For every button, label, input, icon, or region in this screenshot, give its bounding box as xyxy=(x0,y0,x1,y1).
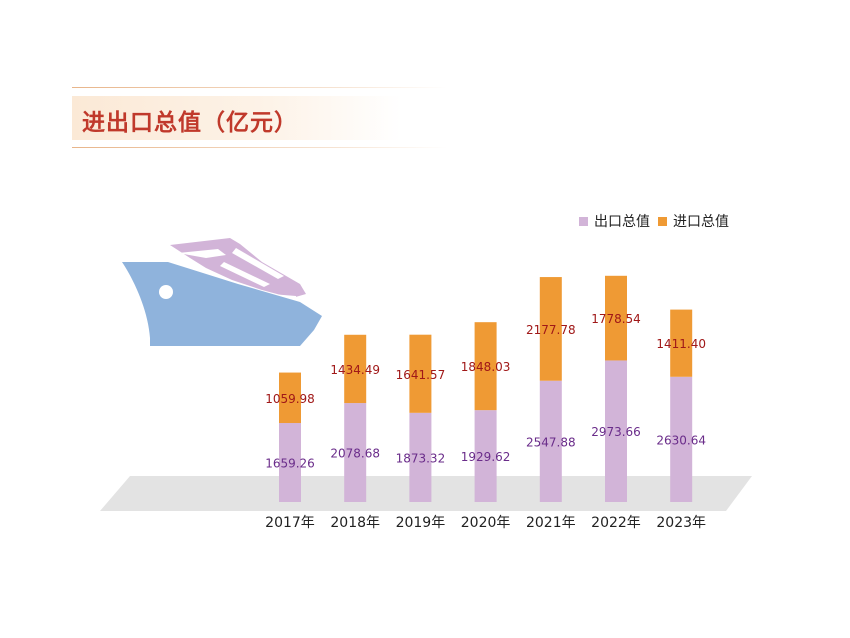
data-label-export: 2078.68 xyxy=(330,447,380,461)
x-tick-label: 2019年 xyxy=(396,515,446,531)
x-tick-label: 2018年 xyxy=(330,515,380,531)
x-tick-label: 2017年 xyxy=(265,515,315,531)
bar-import xyxy=(344,334,367,404)
data-label-export: 1659.26 xyxy=(265,457,315,471)
legend-swatch-export xyxy=(579,216,588,226)
data-label-import: 1641.57 xyxy=(396,368,446,382)
chart-title: 进出口总值（亿元） xyxy=(82,110,298,136)
bar-import xyxy=(279,372,301,424)
x-tick-label: 2020年 xyxy=(461,515,511,531)
title-band xyxy=(72,96,402,140)
bar-export xyxy=(670,376,693,502)
title-rule-top xyxy=(72,87,447,88)
x-axis-ticks: 2017年 2018年 2019年 2020年 2021年 2022年 2023年 xyxy=(265,515,706,531)
data-label-import: 2177.78 xyxy=(526,323,576,337)
legend: 出口总值 进口总值 xyxy=(579,211,737,231)
title-rule-bottom xyxy=(72,147,447,148)
data-label-export: 1873.32 xyxy=(396,451,446,465)
bar-export xyxy=(605,360,627,502)
bar-export xyxy=(344,403,367,502)
data-label-import: 1778.54 xyxy=(591,312,641,326)
bars-layer: 1659.26 1059.98 2078.68 1434.49 1873.32 1641.… xyxy=(265,275,706,502)
x-tick-label: 2022年 xyxy=(591,515,641,531)
bar-export xyxy=(474,410,497,502)
bar-import xyxy=(670,309,693,377)
cruise-ship-icon xyxy=(122,238,322,346)
data-label-import: 1059.98 xyxy=(265,392,315,406)
data-label-export: 2973.66 xyxy=(591,425,641,439)
legend-label-import: 进口总值 xyxy=(673,214,729,230)
data-label-export: 2547.88 xyxy=(526,435,576,449)
data-label-import: 1848.03 xyxy=(461,360,511,374)
x-tick-label: 2021年 xyxy=(526,515,576,531)
data-label-import: 1411.40 xyxy=(656,337,706,351)
x-tick-label: 2023年 xyxy=(656,515,706,531)
bar-import xyxy=(474,322,497,411)
bar-import xyxy=(539,277,562,381)
data-label-export: 1929.62 xyxy=(461,450,511,464)
bar-import xyxy=(605,275,627,361)
bar-import xyxy=(409,334,432,413)
bar-export xyxy=(539,380,562,502)
bar-export xyxy=(409,412,432,502)
bar-export xyxy=(279,423,301,502)
legend-label-export: 出口总值 xyxy=(594,214,650,230)
legend-swatch-import xyxy=(658,216,667,226)
data-label-export: 2630.64 xyxy=(656,433,706,447)
legend-item-export: 出口总值 xyxy=(579,211,650,231)
data-label-import: 1434.49 xyxy=(330,363,380,377)
legend-item-import: 进口总值 xyxy=(658,211,729,231)
